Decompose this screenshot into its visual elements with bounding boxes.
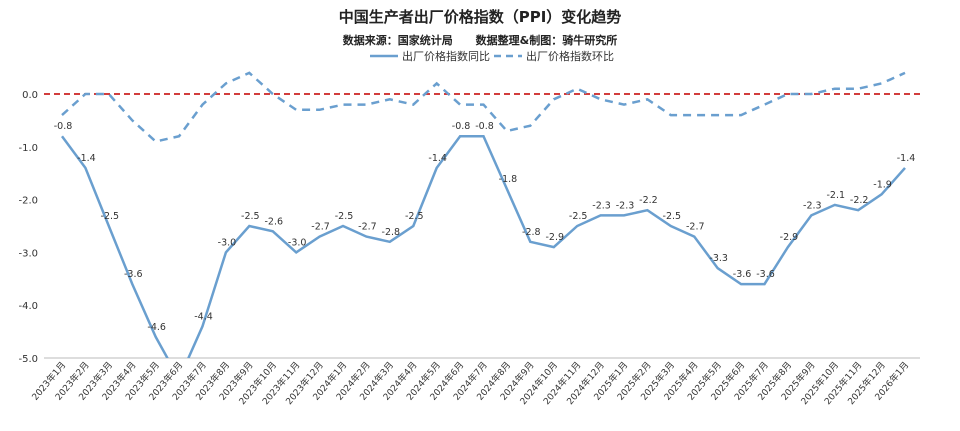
data-label-yoy: -2.5	[569, 211, 588, 222]
data-label-yoy: -4.6	[147, 322, 166, 333]
data-label-yoy: -2.7	[311, 222, 330, 233]
data-label-yoy: -0.8	[452, 121, 471, 132]
data-label-yoy: -2.3	[616, 200, 635, 211]
y-tick-label: 0.0	[22, 90, 38, 101]
data-label-yoy: -2.5	[663, 211, 682, 222]
data-label-yoy: -2.1	[826, 190, 845, 201]
data-label-yoy: -2.8	[522, 227, 541, 238]
data-label-yoy: -1.9	[873, 179, 892, 190]
data-label-yoy: -2.6	[264, 216, 283, 227]
data-label-yoy: -2.9	[545, 232, 564, 243]
y-tick-label: -3.0	[18, 248, 38, 259]
chart-title: 中国生产者出厂价格指数（PPI）变化趋势	[339, 8, 622, 26]
series-line-yoy	[60, 134, 906, 358]
data-label-yoy: -2.2	[639, 195, 658, 206]
data-label-yoy: -2.3	[803, 200, 822, 211]
data-label-yoy: -3.0	[218, 237, 237, 248]
data-label-yoy: -3.6	[756, 269, 775, 280]
data-label-yoy: -0.8	[54, 121, 73, 132]
data-label-yoy: -2.9	[780, 232, 799, 243]
x-axis-ticks: 2023年1月2023年2月2023年3月2023年4月2023年5月2023年…	[29, 359, 911, 407]
data-label-yoy: -2.5	[101, 211, 120, 222]
y-axis: 0.0 -1.0 -2.0 -3.0 -4.0 -5.0	[18, 90, 38, 365]
data-label-yoy: -1.8	[499, 174, 518, 185]
data-label-yoy: -3.6	[124, 269, 143, 280]
chart-subtitle: 数据来源：国家统计局 数据整理&制图：骑牛研究所	[343, 33, 618, 47]
data-label-yoy: -2.5	[335, 211, 354, 222]
data-label-yoy: -0.8	[475, 121, 494, 132]
data-label-yoy: -2.5	[405, 211, 424, 222]
legend-label-yoy: 出厂价格指数同比	[402, 49, 490, 63]
data-label-yoy: -2.7	[686, 222, 705, 233]
data-label-yoy: -1.4	[428, 153, 447, 164]
data-label-yoy: -2.5	[241, 211, 260, 222]
legend: 出厂价格指数同比 出厂价格指数环比	[370, 49, 614, 63]
data-label-yoy: -4.4	[194, 311, 213, 322]
y-tick-label: -5.0	[18, 354, 38, 365]
data-label-yoy: -2.3	[592, 200, 611, 211]
series-line-mom	[61, 71, 906, 143]
data-label-yoy: -2.7	[358, 222, 377, 233]
data-label-yoy: -1.4	[897, 153, 916, 164]
data-label-yoy: -2.8	[382, 227, 401, 238]
data-label-yoy: -3.3	[709, 253, 728, 264]
y-tick-label: -4.0	[18, 301, 38, 312]
data-label-yoy: -1.4	[77, 153, 96, 164]
y-tick-label: -2.0	[18, 196, 38, 207]
data-label-yoy: -2.2	[850, 195, 869, 206]
data-label-yoy: -3.0	[288, 237, 307, 248]
data-label-yoy: -3.6	[733, 269, 752, 280]
legend-label-mom: 出厂价格指数环比	[526, 49, 614, 63]
y-tick-label: -1.0	[18, 143, 38, 154]
data-labels: -0.8 -1.4 -2.5 -3.6 -4.6 -4.4 -3.0 -2.5 -2.6 -3.0…	[54, 121, 916, 333]
